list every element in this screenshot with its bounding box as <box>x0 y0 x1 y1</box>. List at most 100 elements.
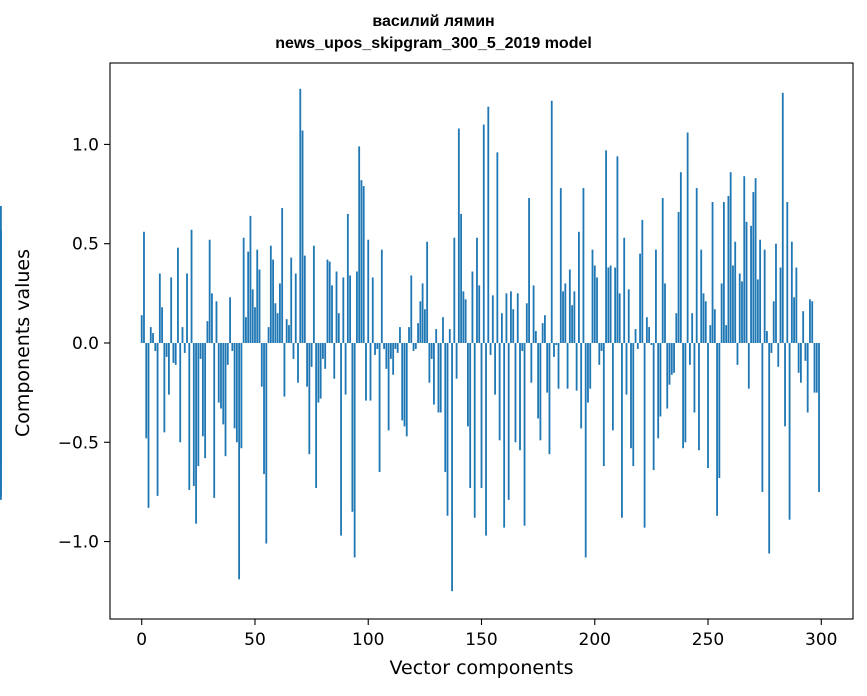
bar <box>405 342 408 437</box>
bar <box>376 342 379 349</box>
bar <box>174 342 177 365</box>
bar <box>190 229 193 343</box>
bar <box>718 342 721 479</box>
bar <box>720 283 723 343</box>
bar <box>222 342 225 425</box>
bar <box>204 342 207 459</box>
bar <box>396 342 399 353</box>
bar <box>423 309 426 343</box>
bar <box>197 342 200 467</box>
bar <box>181 327 184 343</box>
bar <box>254 307 256 343</box>
bar <box>727 196 730 343</box>
bar <box>562 291 564 343</box>
bar <box>326 259 329 343</box>
bar <box>410 275 413 343</box>
bar <box>555 342 558 345</box>
bar <box>689 342 691 365</box>
bar <box>786 202 789 343</box>
bar <box>772 301 775 343</box>
bar <box>548 342 551 455</box>
bar <box>498 342 501 441</box>
bar <box>756 279 759 343</box>
bar <box>426 241 429 343</box>
bar <box>206 321 209 343</box>
bar <box>306 342 308 387</box>
bar <box>489 342 492 355</box>
bar <box>380 249 383 343</box>
bar <box>163 342 166 433</box>
bar <box>269 245 272 343</box>
bar <box>795 267 798 343</box>
bar <box>544 315 546 343</box>
bar <box>725 325 728 343</box>
bar <box>670 342 673 375</box>
bar <box>340 342 342 536</box>
bar <box>630 342 632 449</box>
bar <box>199 342 202 359</box>
bar <box>240 342 243 449</box>
bar <box>156 342 159 496</box>
bar <box>607 267 610 343</box>
bar <box>691 313 694 343</box>
bar <box>435 329 438 343</box>
bar <box>283 342 286 397</box>
bar <box>616 156 619 343</box>
bar <box>467 342 469 427</box>
bar <box>811 301 814 343</box>
bar <box>231 342 234 351</box>
bar <box>673 342 675 373</box>
bar <box>779 267 782 343</box>
bar <box>389 342 392 359</box>
bar <box>149 327 152 343</box>
bar <box>528 198 530 343</box>
bar <box>598 342 601 365</box>
bar <box>750 225 752 343</box>
bar <box>571 305 574 343</box>
bar <box>417 323 419 343</box>
bar <box>564 283 567 343</box>
bar <box>686 132 689 343</box>
bar <box>349 275 352 343</box>
y-tick-label: −1.0 <box>58 533 99 553</box>
bar <box>177 247 179 343</box>
bar <box>274 303 277 343</box>
bar <box>775 243 777 343</box>
bar <box>648 327 651 343</box>
bar <box>532 285 535 343</box>
bar <box>342 277 345 343</box>
bar <box>245 317 247 343</box>
bar <box>408 327 410 343</box>
bar <box>462 291 465 343</box>
bar <box>247 251 250 343</box>
bar <box>344 342 347 395</box>
bar <box>353 342 356 558</box>
bar <box>394 342 397 349</box>
bar <box>358 146 361 343</box>
bar <box>664 283 666 343</box>
bar <box>566 342 569 389</box>
bar <box>621 342 623 518</box>
bar <box>645 317 648 343</box>
bar <box>652 342 655 471</box>
bar <box>494 342 496 395</box>
bar <box>392 342 395 375</box>
bar <box>195 342 197 524</box>
bar <box>684 342 687 443</box>
bar <box>516 293 519 343</box>
bar <box>713 309 716 343</box>
bar <box>186 273 188 343</box>
bar <box>263 342 265 475</box>
bar <box>335 271 338 343</box>
bar <box>702 293 705 343</box>
bar <box>507 342 510 500</box>
bar <box>213 342 216 498</box>
bar <box>677 211 680 343</box>
bar <box>233 342 236 429</box>
bar <box>278 283 281 343</box>
bar <box>777 342 780 367</box>
bar <box>745 221 748 343</box>
bar <box>659 342 662 417</box>
bar <box>288 325 290 343</box>
bar <box>768 342 771 554</box>
